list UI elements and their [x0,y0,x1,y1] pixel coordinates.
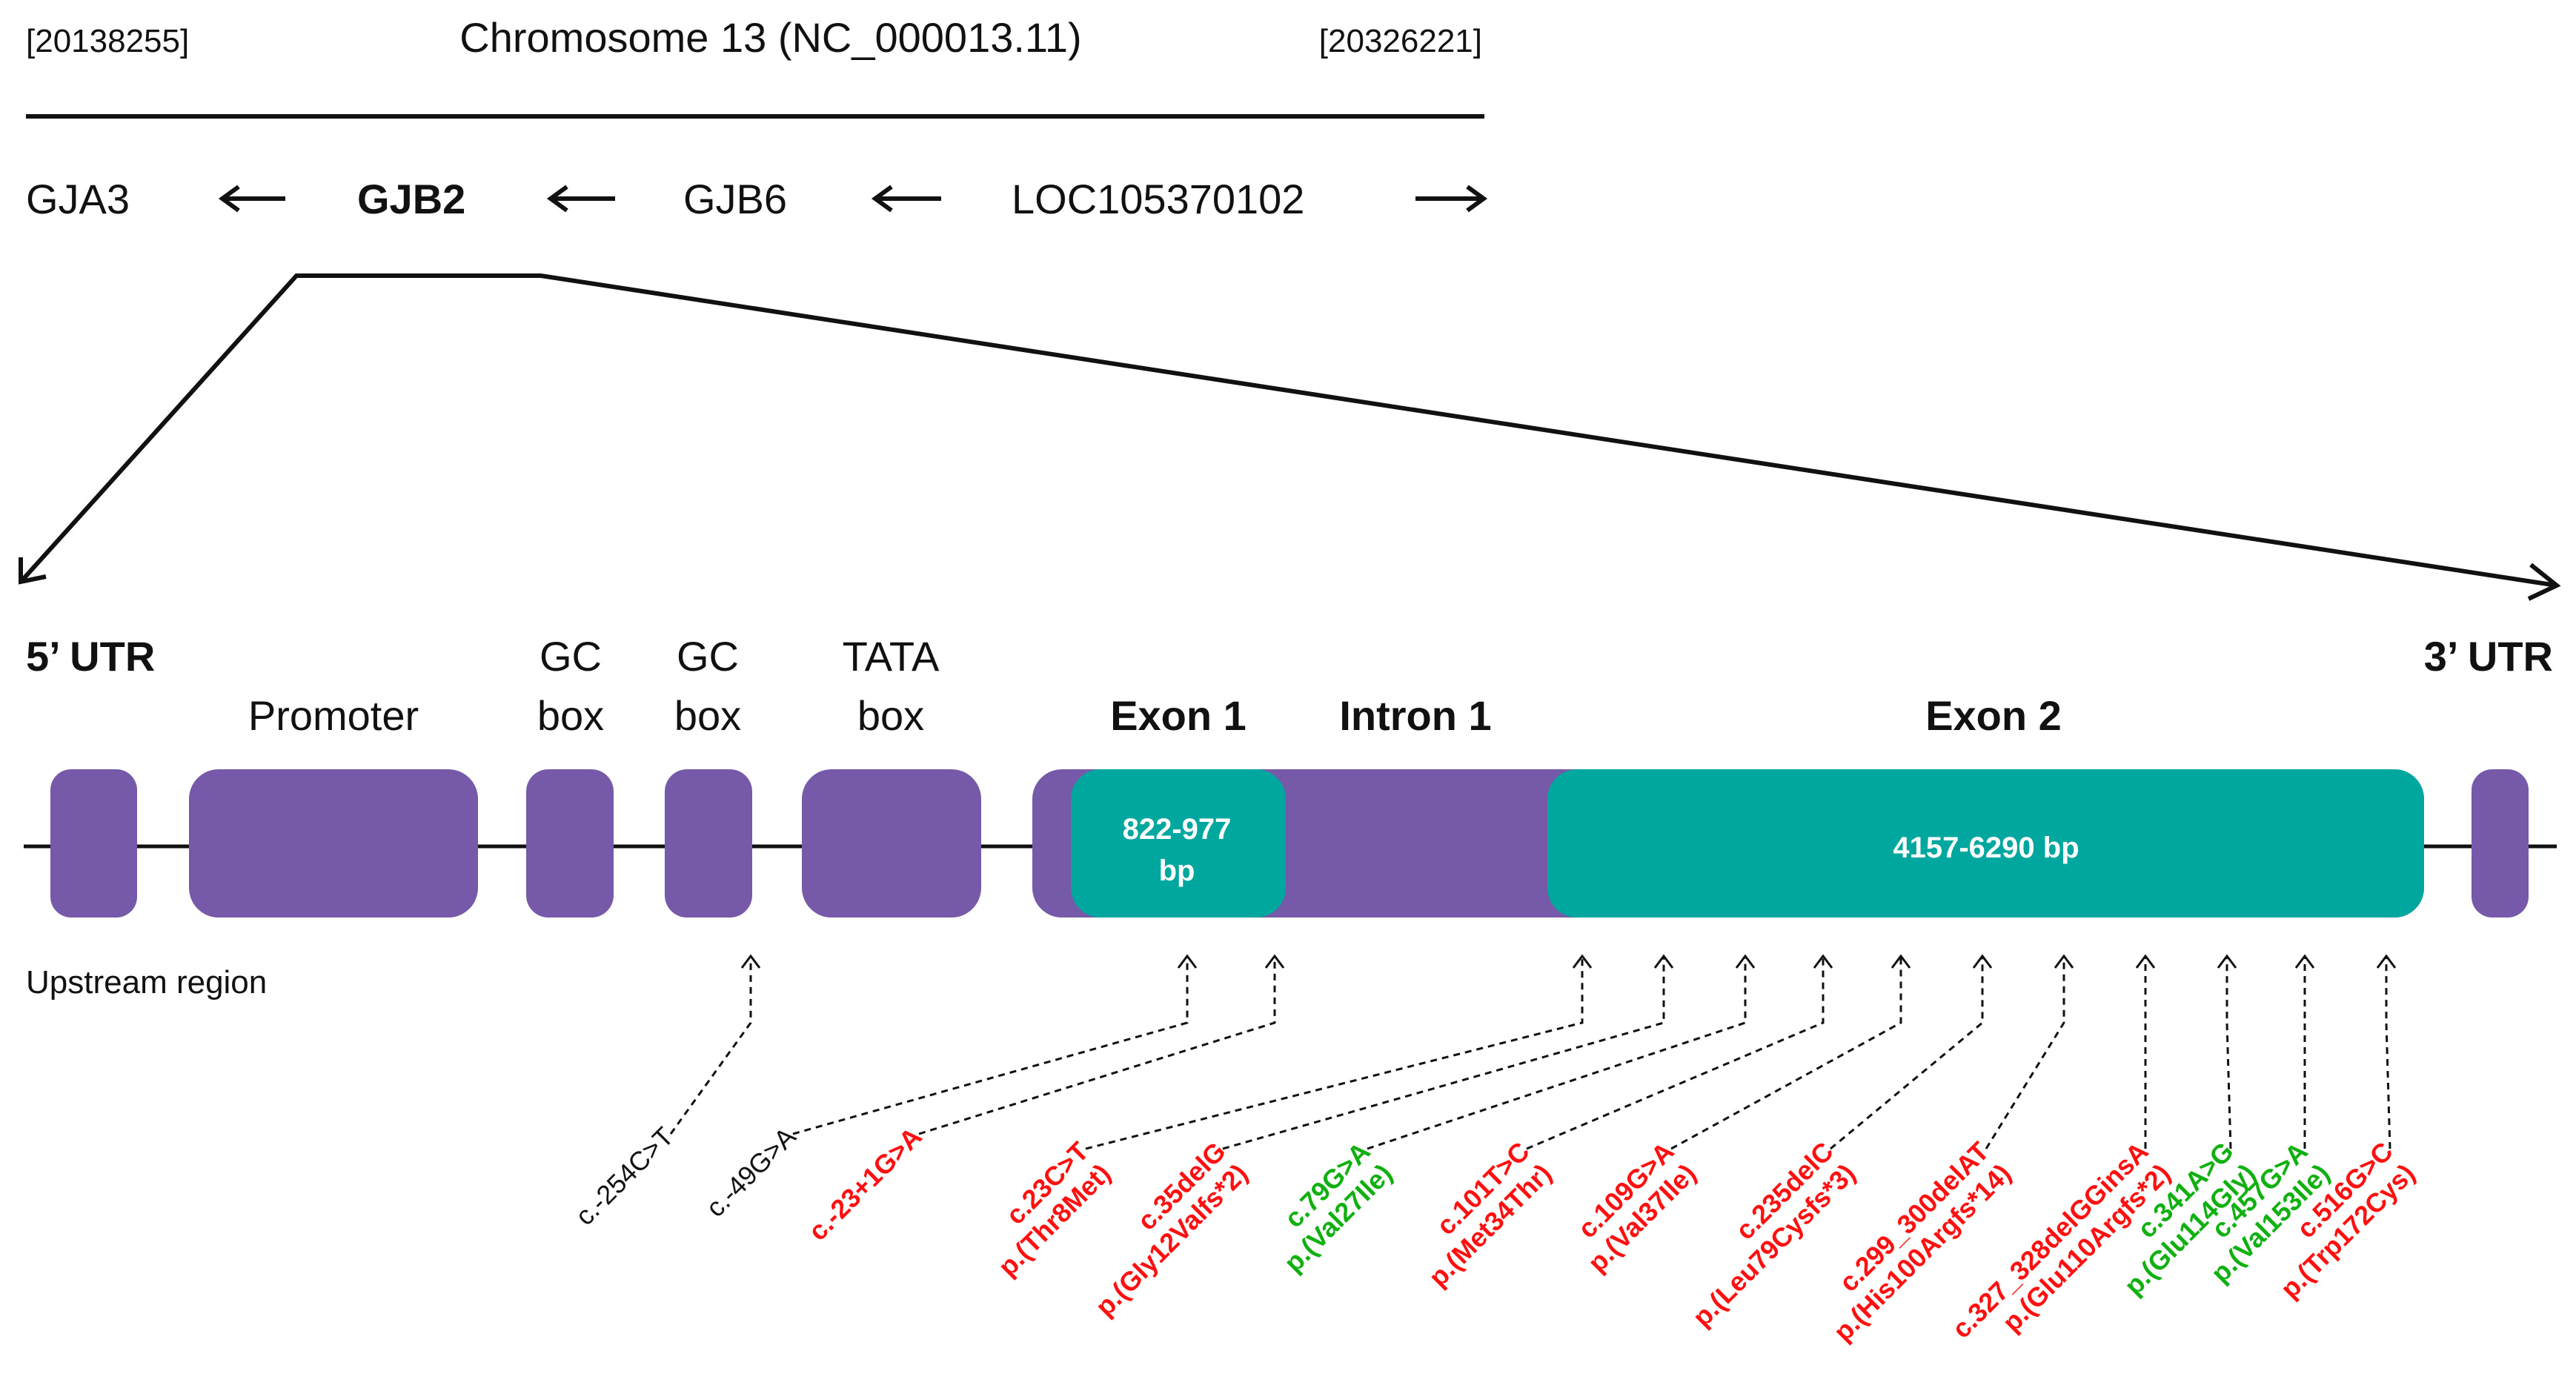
utr5-label: 5’ UTR [26,633,155,680]
variant-label: c.79G>Ap.(Val27Ile) [1256,1136,1398,1278]
zoom-expansion-lines [19,273,2561,601]
variant-leader-line [1367,956,1747,1150]
variant-leader-line [2225,956,2232,1149]
variant-leader-line [669,956,752,1135]
gene-gjb2-label: GJB2 [357,176,465,222]
gc-box-2 [665,769,752,918]
variant-label: c.-49G>A [700,1121,801,1223]
chromosome-end-coord: [20326221] [1319,23,1482,59]
variant-cdna-text: c.-49G>A [700,1121,801,1223]
variant-leader-line [1985,956,2065,1149]
promoter-box [189,769,478,918]
variant-leader-line [792,956,1189,1135]
gene-gjb6-label: GJB6 [683,176,787,222]
arrow-up-icon [1653,954,1674,969]
gc-box-1-label-bottom: box [537,692,604,739]
gc-box-2-label-top: GC [677,633,739,680]
variant-cdna-text: c.-23+1G>A [803,1121,928,1247]
arrow-up-icon [1813,954,1833,969]
variant-leader-line [1830,956,1984,1150]
promoter-label: Promoter [248,692,419,739]
gene-loc105370102-label: LOC105370102 [1012,176,1304,222]
utr5-box [50,769,137,918]
gc-box-2-label-bottom: box [674,692,741,739]
arrow-up-icon [2054,954,2074,969]
arrow-up-icon [1735,954,1756,969]
gc-box-1-label-top: GC [540,633,602,680]
variant-leader-line [1670,956,1902,1150]
variant-leader-line [1222,956,1665,1150]
variant-leader-line [2385,956,2391,1149]
variant-layer: c.-254C>T c.-49G>A c.-23+1G>A c.23C>Tp.(Thr… [569,954,2420,1347]
chromosome-start-coord: [20138255] [26,23,189,59]
variant-label: c.23C>Tp.(Thr8Met) [970,1136,1116,1282]
exon2-box [1547,769,2424,918]
variant-annotation: c.235delCp.(Leu79Cysfs*3) [1664,954,1993,1333]
arrow-up-icon [1890,954,1911,969]
variant-leader-line [1085,956,1584,1150]
arrow-up-icon [2135,954,2156,969]
arrow-up-icon [2376,954,2397,969]
variant-label: c.109G>Ap.(Val37Ile) [1560,1136,1702,1278]
upstream-region-label: Upstream region [26,964,267,1001]
arrow-up-icon [1972,954,1993,969]
intron1-label: Intron 1 [1339,692,1491,739]
chromosome-title: Chromosome 13 (NC_000013.11) [459,14,1081,61]
variant-annotation: c.-49G>A [700,954,1198,1223]
arrow-up-icon [2217,954,2237,969]
tata-box-label-top: TATA [843,633,940,680]
arrow-right-icon [1415,185,1488,213]
arrow-up-icon [740,954,761,969]
arrow-left-icon [546,185,615,213]
gene-gja3-label: GJA3 [26,176,130,222]
arrow-left-icon [871,185,941,213]
arrow-up-icon [2294,954,2315,969]
exon1-box [1071,769,1286,918]
variant-label: c.235delCp.(Leu79Cysfs*3) [1664,1136,1861,1333]
exon2-size: 4157-6290 bp [1893,832,2079,864]
exon1-size-line1: 822-977 [1123,813,1232,846]
variant-leader-line [918,956,1276,1135]
arrow-left-icon [218,185,285,213]
tata-box-label-bottom: box [857,692,924,739]
utr3-label: 3’ UTR [2424,633,2553,680]
variant-annotation: c.516G>Cp.(Trp172Cys) [2274,954,2420,1304]
arrow-up-icon [1264,954,1285,969]
variant-label: c.101T>Cp.(Met34Thr) [1401,1136,1557,1293]
variant-label: c.-23+1G>A [803,1121,928,1247]
exon1-size-line2: bp [1159,855,1195,887]
utr3-box [2472,769,2529,918]
arrow-up-icon [1177,954,1198,969]
arrow-up-icon [1572,954,1593,969]
variant-leader-line [1526,956,1825,1150]
tata-box [802,769,981,918]
exon1-label: Exon 1 [1110,692,1246,739]
exon2-label: Exon 2 [1925,692,2062,739]
gc-box-1 [526,769,614,918]
variant-cdna-text: c.-254C>T [569,1121,680,1232]
variant-label: c.-254C>T [569,1121,680,1232]
